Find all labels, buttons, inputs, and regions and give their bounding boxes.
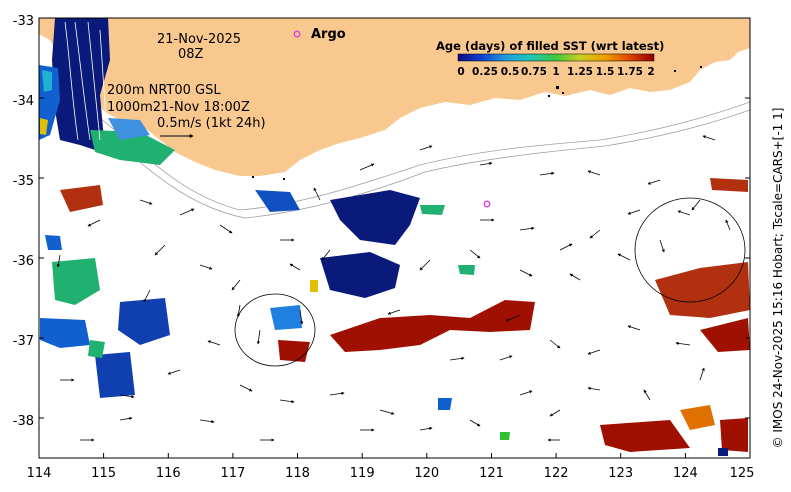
vector-scale-label: 0.5m/s (1kt 24h) bbox=[157, 116, 266, 131]
colorbar-tick-label: 1.5 bbox=[596, 66, 615, 78]
colorbar-tick-label: 0.5 bbox=[501, 66, 520, 78]
y-tick-label: -34 bbox=[13, 94, 34, 109]
y-tick-label: -36 bbox=[13, 254, 34, 269]
age-colorbar: Age (days) of filled SST (wrt latest) 0 … bbox=[436, 39, 664, 78]
x-tick-label: 114 bbox=[27, 466, 52, 481]
y-tick-label: -35 bbox=[13, 174, 34, 189]
x-tick-label: 124 bbox=[673, 466, 698, 481]
x-tick-label: 122 bbox=[544, 466, 569, 481]
colorbar-title: Age (days) of filled SST (wrt latest) bbox=[436, 39, 664, 53]
x-tick-label: 123 bbox=[608, 466, 633, 481]
x-axis bbox=[38, 453, 751, 458]
imos-credit-caption: © IMOS 24-Nov-2025 15:16 Hobart; Tscale=… bbox=[771, 108, 785, 449]
eddy-circles bbox=[234, 197, 746, 367]
y-axis bbox=[39, 17, 750, 419]
x-tick-label: 115 bbox=[91, 466, 116, 481]
y-tick-label: -37 bbox=[13, 334, 34, 349]
x-tick-label: 117 bbox=[220, 466, 245, 481]
argo-marker bbox=[483, 200, 491, 208]
colorbar-tick-label: 2 bbox=[647, 66, 654, 78]
x-tick-label: 125 bbox=[730, 466, 755, 481]
argo-legend-label: Argo bbox=[311, 27, 346, 42]
coastal-islands bbox=[252, 66, 702, 180]
current-streamlines bbox=[64, 21, 107, 141]
bathymetry-contours bbox=[94, 101, 750, 219]
colorbar-tick-label: 1 bbox=[552, 66, 559, 78]
depth-label-200m: 200m NRT00 GSL bbox=[107, 83, 221, 98]
plot-area bbox=[39, 18, 750, 458]
x-tick-label: 118 bbox=[285, 466, 310, 481]
x-tick-label: 120 bbox=[414, 466, 439, 481]
argo-marker-legend bbox=[293, 30, 301, 38]
date-label: 21-Nov-2025 bbox=[157, 32, 241, 47]
colorbar-tick-label: 1.75 bbox=[617, 66, 643, 78]
x-tick-label: 119 bbox=[350, 466, 375, 481]
colorbar-tick-label: 0.75 bbox=[521, 66, 547, 78]
colorbar-tick-label: 0 bbox=[457, 66, 464, 78]
depth-label-1000m: 1000m21-Nov 18:00Z bbox=[107, 100, 250, 115]
x-tick-label: 116 bbox=[156, 466, 181, 481]
colorbar-tick-label: 0.25 bbox=[472, 66, 498, 78]
colorbar-tick-label: 1.25 bbox=[567, 66, 593, 78]
time-label: 08Z bbox=[178, 47, 204, 62]
y-tick-label: -33 bbox=[13, 14, 34, 29]
x-tick-label: 121 bbox=[479, 466, 504, 481]
y-tick-label: -38 bbox=[13, 414, 34, 429]
plot-frame bbox=[38, 17, 751, 459]
